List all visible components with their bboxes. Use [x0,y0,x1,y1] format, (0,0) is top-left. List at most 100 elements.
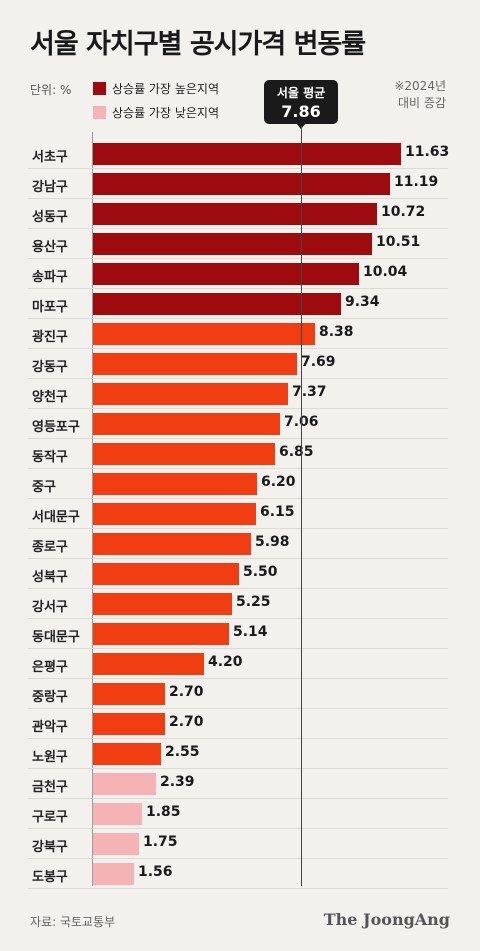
bar [93,743,161,765]
publisher-logo: The JoongAng [323,910,450,929]
row-divider [28,318,448,319]
bar-row: 노원구 2.55 [0,739,480,769]
bar-row: 관악구 2.70 [0,709,480,739]
bar-row: 동대문구 5.14 [0,619,480,649]
category-label: 서초구 [32,150,68,165]
category-label: 강동구 [32,360,68,375]
row-divider [28,618,448,619]
row-divider [28,198,448,199]
bar-row: 서초구 11.63 [0,139,480,169]
data-label: 6.15 [260,504,295,520]
bar [93,563,239,585]
average-callout: 서울 평균 7.86 [264,80,338,124]
bar [93,533,251,555]
unit-label: 단위: % [30,83,72,97]
average-label: 서울 평균 [276,86,326,100]
category-label: 강서구 [32,600,68,615]
data-label: 10.04 [363,264,408,280]
data-label: 5.14 [233,624,268,640]
row-divider [28,708,448,709]
category-label: 종로구 [32,540,68,555]
category-label: 금천구 [32,780,68,795]
bar [93,173,390,195]
row-divider [28,828,448,829]
note-change: 대비 증감 [398,96,446,110]
bar-row: 서대문구 6.15 [0,499,480,529]
row-divider [28,378,448,379]
data-label: 10.72 [381,204,426,220]
category-label: 노원구 [32,750,68,765]
bar [93,623,229,645]
bar-row: 용산구 10.51 [0,229,480,259]
category-label: 영등포구 [32,420,80,435]
row-divider [28,288,448,289]
bar [93,653,204,675]
bar [93,863,134,885]
axis-line [92,132,93,886]
data-label: 2.70 [169,684,204,700]
bar-row: 강남구 11.19 [0,169,480,199]
bar [93,143,401,165]
data-label: 5.50 [243,564,278,580]
bar [93,833,139,855]
bar [93,293,341,315]
data-label: 7.69 [301,354,336,370]
category-label: 강남구 [32,180,68,195]
row-divider [28,558,448,559]
bar-row: 마포구 9.34 [0,289,480,319]
row-divider [28,858,448,859]
row-divider [28,228,448,229]
legend-label-high: 상승률 가장 높은지역 [112,82,219,96]
bar [93,203,377,225]
bar [93,323,315,345]
row-divider [28,258,448,259]
category-label: 송파구 [32,270,68,285]
data-label: 2.55 [165,744,200,760]
bar [93,443,275,465]
bar-row: 중구 6.20 [0,469,480,499]
data-label: 8.38 [319,324,354,340]
bar [93,473,257,495]
bar [93,233,372,255]
legend-label-low: 상승률 가장 낮은지역 [112,106,219,120]
data-label: 11.63 [405,144,450,160]
data-label: 4.20 [208,654,243,670]
category-label: 강북구 [32,840,68,855]
legend-item-high: 상승률 가장 높은지역 [93,80,219,97]
data-label: 6.85 [279,444,314,460]
bar-row: 성동구 10.72 [0,199,480,229]
category-label: 구로구 [32,810,68,825]
data-label: 5.98 [255,534,290,550]
category-label: 양천구 [32,390,68,405]
bar [93,683,165,705]
bar [93,773,156,795]
data-label: 9.34 [345,294,380,310]
data-label: 2.39 [160,774,195,790]
bar [93,353,297,375]
bar-row: 강서구 5.25 [0,589,480,619]
row-divider [28,738,448,739]
row-divider [28,438,448,439]
bar-row: 은평구 4.20 [0,649,480,679]
data-label: 5.25 [236,594,271,610]
bar-row: 종로구 5.98 [0,529,480,559]
legend-swatch-high [93,82,106,95]
legend-item-low: 상승률 가장 낮은지역 [93,104,219,121]
row-divider [28,588,448,589]
bar [93,803,142,825]
bar-row: 강북구 1.75 [0,829,480,859]
bar [93,263,359,285]
bar-row: 동작구 6.85 [0,439,480,469]
category-label: 동작구 [32,450,68,465]
row-divider [28,648,448,649]
row-divider [28,768,448,769]
data-label: 2.70 [169,714,204,730]
bar [93,383,288,405]
row-divider [28,468,448,469]
data-label: 1.56 [138,864,173,880]
bar-row: 금천구 2.39 [0,769,480,799]
source-label: 자료: 국토교통부 [30,915,116,929]
row-divider [28,408,448,409]
category-label: 중랑구 [32,690,68,705]
bar-row: 송파구 10.04 [0,259,480,289]
